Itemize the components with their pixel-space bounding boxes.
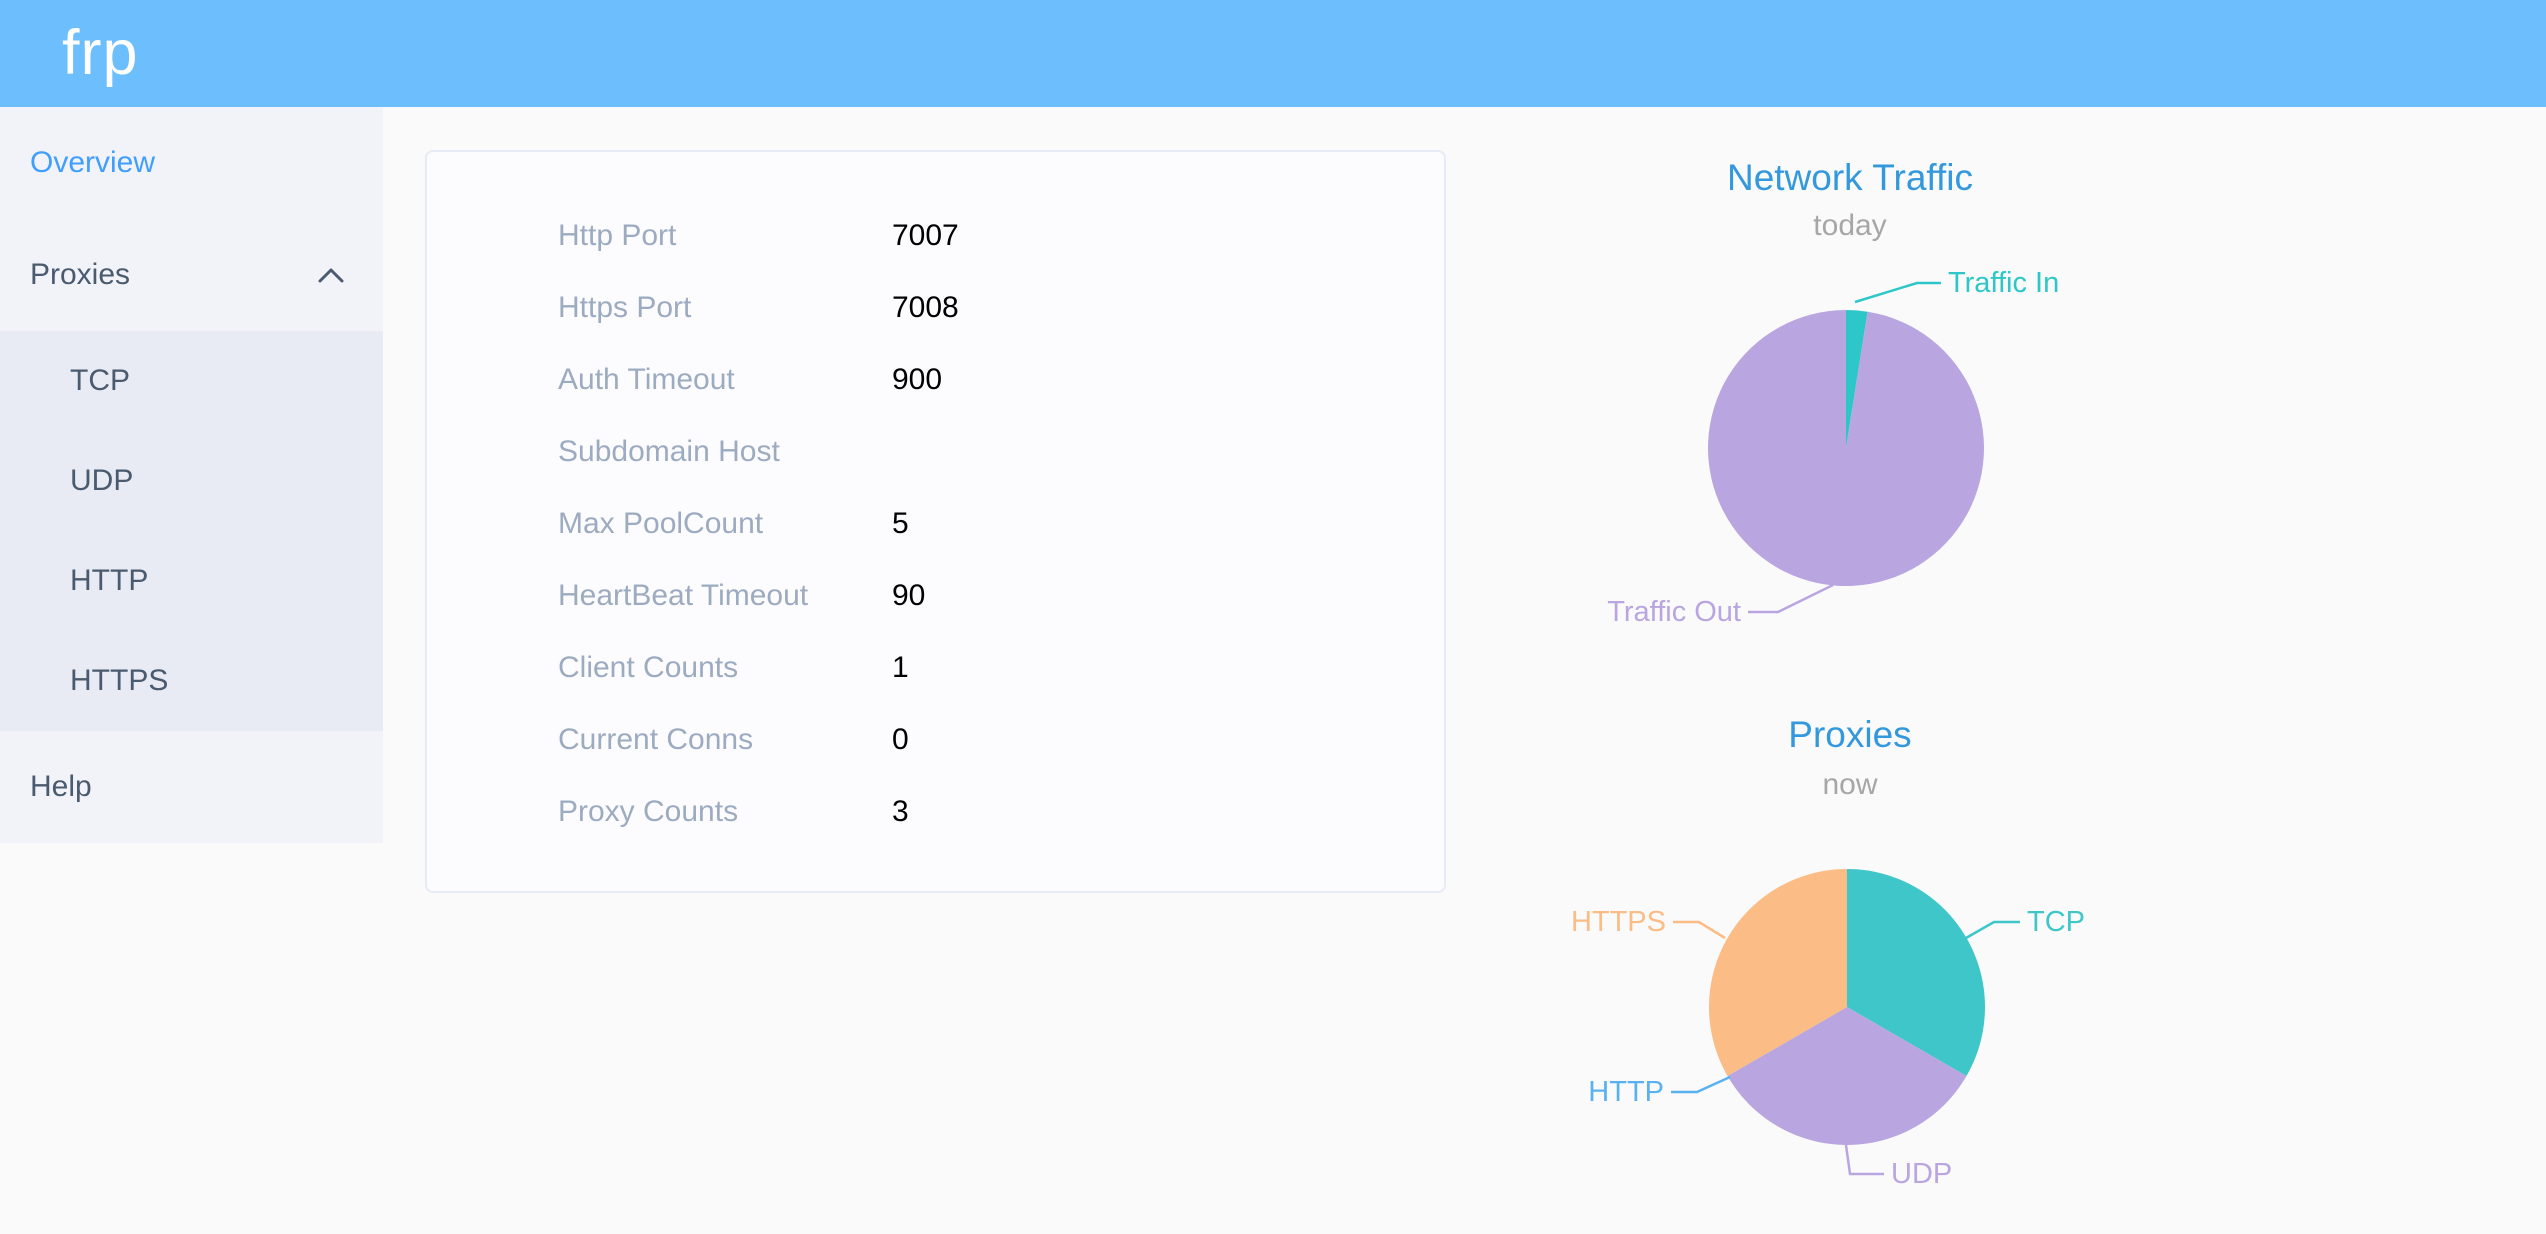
sidebar-item-tcp[interactable]: TCP [0, 331, 383, 431]
config-row-client-counts: Client Counts 1 [427, 632, 1444, 704]
app-logo[interactable]: frp [62, 18, 139, 88]
sidebar-item-proxies[interactable]: Proxies [0, 219, 383, 331]
sidebar: Overview Proxies TCP UDP HTTP HTTPS Help [0, 107, 383, 843]
sidebar-item-http[interactable]: HTTP [0, 531, 383, 631]
config-row-http-port: Http Port 7007 [427, 200, 1444, 272]
config-row-auth-timeout: Auth Timeout 900 [427, 344, 1444, 416]
config-label: Current Conns [558, 723, 754, 756]
pie-labelline-traffic-in [1854, 281, 1941, 304]
pie-label-udp: UDP [1891, 1158, 1952, 1190]
sidebar-item-label: UDP [70, 464, 134, 497]
sidebar-item-https[interactable]: HTTPS [0, 631, 383, 731]
pie-labelline-http [1671, 1075, 1731, 1094]
sidebar-item-label: Proxies [30, 258, 131, 291]
app-header: frp [0, 0, 2546, 107]
config-label: Client Counts [558, 651, 739, 684]
proxies-pie-chart: TCP UDP HTTP HTTPS [1571, 869, 2085, 1190]
config-label: Http Port [558, 219, 677, 252]
config-label: Max PoolCount [558, 507, 764, 540]
config-row-max-poolcount: Max PoolCount 5 [427, 488, 1444, 560]
config-row-proxy-counts: Proxy Counts 3 [427, 776, 1444, 848]
config-row-https-port: Https Port 7008 [427, 272, 1444, 344]
sidebar-item-overview[interactable]: Overview [0, 107, 383, 219]
pie-label-https: HTTPS [1571, 906, 1666, 938]
proxies-chart-title: Proxies [1788, 714, 1912, 755]
pie-slice-traffic-out[interactable] [1708, 310, 1985, 586]
config-label: Https Port [558, 291, 692, 324]
network-traffic-pie-chart: Traffic In Traffic Out [1607, 267, 2059, 628]
pie-slice-traffic-in[interactable] [1846, 310, 1868, 448]
pie-slice-https[interactable] [1709, 869, 1847, 1076]
config-value: 0 [892, 723, 909, 756]
pie-labelline-tcp [1965, 920, 2020, 940]
sidebar-item-help[interactable]: Help [0, 731, 383, 843]
pie-slice-udp[interactable] [1727, 1007, 1967, 1145]
config-value: 3 [892, 795, 909, 828]
pie-labelline-udp [1844, 1144, 1884, 1176]
sidebar-item-label: Help [30, 770, 92, 803]
pie-label-tcp: TCP [2027, 906, 2085, 938]
config-label: Subdomain Host [558, 435, 780, 468]
network-traffic-chart-subtitle: today [1813, 209, 1887, 242]
sidebar-item-label: HTTP [70, 564, 149, 597]
proxies-chart-subtitle: now [1822, 768, 1878, 801]
config-value: 5 [892, 507, 909, 540]
sidebar-item-label: TCP [70, 364, 130, 397]
server-config-card: Http Port 7007 Https Port 7008 Auth Time… [425, 150, 1446, 893]
config-value: 900 [892, 363, 943, 396]
pie-label-traffic-in: Traffic In [1948, 267, 2059, 299]
config-value: 1 [892, 651, 909, 684]
pie-label-traffic-out: Traffic Out [1607, 596, 1741, 628]
pie-slice-tcp[interactable] [1847, 869, 1985, 1076]
config-label: Auth Timeout [558, 363, 735, 396]
pie-label-http: HTTP [1588, 1076, 1664, 1108]
sidebar-item-label: Overview [30, 146, 156, 179]
pie-labelline-traffic-out [1748, 583, 1834, 614]
network-traffic-chart-title: Network Traffic [1726, 157, 1974, 198]
pie-labelline-https [1673, 920, 1726, 940]
config-value: 90 [892, 579, 926, 612]
config-row-current-conns: Current Conns 0 [427, 704, 1444, 776]
proxies-submenu: TCP UDP HTTP HTTPS [0, 331, 383, 731]
config-value: 7008 [892, 291, 959, 324]
chevron-up-icon [318, 268, 344, 283]
sidebar-item-udp[interactable]: UDP [0, 431, 383, 531]
config-label: HeartBeat Timeout [558, 579, 809, 612]
sidebar-item-label: HTTPS [70, 664, 169, 697]
config-row-heartbeat-timeout: HeartBeat Timeout 90 [427, 560, 1444, 632]
config-value: 7007 [892, 219, 959, 252]
config-row-subdomain-host: Subdomain Host [427, 416, 1444, 488]
config-label: Proxy Counts [558, 795, 739, 828]
